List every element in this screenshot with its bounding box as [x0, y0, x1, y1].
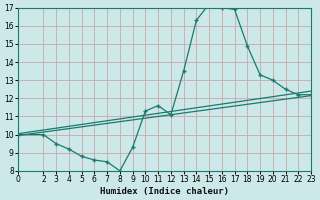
- X-axis label: Humidex (Indice chaleur): Humidex (Indice chaleur): [100, 187, 229, 196]
